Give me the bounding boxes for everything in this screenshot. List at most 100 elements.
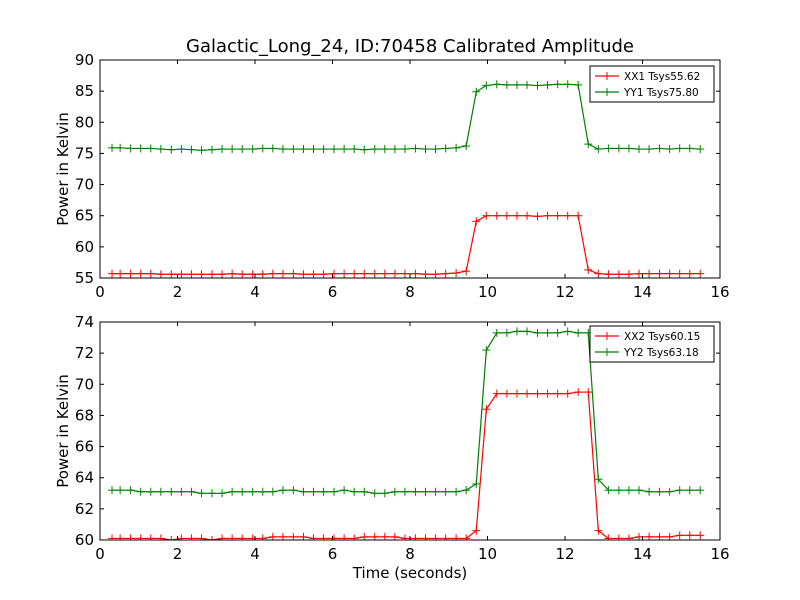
data-point bbox=[685, 269, 694, 278]
data-point bbox=[482, 346, 491, 355]
legend: XX1 Tsys55.62 YY1 Tsys75.80 bbox=[589, 65, 715, 103]
data-point bbox=[207, 489, 216, 498]
data-point bbox=[108, 486, 117, 495]
data-point bbox=[390, 487, 399, 496]
y-tick-label: 70 bbox=[75, 176, 94, 194]
data-point bbox=[126, 144, 135, 153]
data-point bbox=[167, 487, 176, 496]
data-point bbox=[502, 389, 511, 398]
data-point bbox=[156, 270, 165, 278]
data-point bbox=[238, 534, 247, 540]
data-point bbox=[523, 80, 532, 89]
y-tick-label: 75 bbox=[75, 144, 94, 162]
x-tick-label: 12 bbox=[555, 283, 574, 301]
x-tick-label: 8 bbox=[405, 545, 415, 563]
data-point bbox=[167, 536, 176, 540]
x-tick-label: 16 bbox=[710, 283, 729, 301]
series-2 bbox=[108, 327, 705, 498]
data-point bbox=[207, 145, 216, 154]
data-point bbox=[177, 145, 186, 154]
data-point bbox=[370, 145, 379, 154]
data-point bbox=[278, 269, 287, 278]
data-point bbox=[502, 211, 511, 220]
y-axis-label: Power in Kelvin bbox=[54, 112, 72, 226]
data-point bbox=[624, 486, 633, 495]
x-tick-label: 4 bbox=[250, 283, 260, 301]
data-point bbox=[360, 269, 369, 278]
data-point bbox=[665, 487, 674, 496]
data-point bbox=[502, 328, 511, 337]
data-point bbox=[655, 487, 664, 496]
data-point bbox=[452, 487, 461, 496]
data-point bbox=[452, 269, 461, 278]
data-point bbox=[197, 534, 206, 540]
data-point bbox=[543, 328, 552, 337]
legend-label: XX1 Tsys55.62 bbox=[624, 71, 700, 83]
data-point bbox=[350, 145, 359, 154]
data-point bbox=[624, 144, 633, 153]
data-point bbox=[431, 534, 440, 540]
data-point bbox=[635, 145, 644, 154]
data-point bbox=[574, 211, 583, 220]
data-point bbox=[512, 80, 521, 89]
y-tick-label: 68 bbox=[75, 406, 94, 424]
data-point bbox=[452, 534, 461, 540]
legend-entry: YY2 Tsys63.18 bbox=[595, 347, 699, 359]
data-point bbox=[108, 269, 117, 278]
data-point bbox=[187, 534, 196, 540]
y-axis-label: Power in Kelvin bbox=[54, 374, 72, 488]
data-point bbox=[421, 487, 430, 496]
y-tick-label: 65 bbox=[75, 207, 94, 225]
data-point bbox=[319, 534, 328, 540]
data-point bbox=[289, 486, 298, 495]
data-point bbox=[512, 389, 521, 398]
data-point bbox=[238, 270, 247, 278]
data-point bbox=[675, 144, 684, 153]
data-point bbox=[441, 534, 450, 540]
data-point bbox=[197, 146, 206, 155]
data-point bbox=[421, 270, 430, 278]
data-point bbox=[218, 534, 227, 540]
data-point bbox=[675, 531, 684, 540]
x-tick-label: 8 bbox=[405, 283, 415, 301]
figure-title: Galactic_Long_24, ID:70458 Calibrated Am… bbox=[186, 36, 634, 57]
data-point bbox=[309, 270, 318, 278]
data-point bbox=[472, 87, 481, 96]
data-point bbox=[380, 489, 389, 498]
legend-entry: XX1 Tsys55.62 bbox=[595, 71, 700, 83]
data-point bbox=[278, 486, 287, 495]
data-point bbox=[218, 270, 227, 278]
data-point bbox=[146, 534, 155, 540]
data-point bbox=[584, 388, 593, 397]
data-point bbox=[116, 534, 125, 540]
data-point bbox=[624, 270, 633, 278]
data-point bbox=[635, 269, 644, 278]
x-tick-label: 2 bbox=[173, 545, 183, 563]
data-point bbox=[156, 534, 165, 540]
data-point bbox=[380, 145, 389, 154]
data-point bbox=[187, 270, 196, 278]
data-point bbox=[482, 211, 491, 220]
data-point bbox=[492, 80, 501, 89]
data-point bbox=[533, 212, 542, 221]
data-point bbox=[584, 265, 593, 274]
data-point bbox=[685, 486, 694, 495]
data-point bbox=[563, 327, 572, 336]
data-point bbox=[156, 487, 165, 496]
data-point bbox=[411, 269, 420, 278]
data-point bbox=[553, 328, 562, 337]
y-tick-label: 72 bbox=[75, 344, 94, 362]
series-1 bbox=[108, 211, 705, 278]
data-point bbox=[390, 145, 399, 154]
x-tick-label: 6 bbox=[328, 283, 338, 301]
y-tick-label: 62 bbox=[75, 500, 94, 518]
data-point bbox=[289, 269, 298, 278]
legend: XX2 Tsys60.15 YY2 Tsys63.18 bbox=[589, 325, 715, 363]
data-point bbox=[319, 487, 328, 496]
data-point bbox=[350, 487, 359, 496]
data-point bbox=[441, 144, 450, 153]
y-tick-label: 90 bbox=[75, 51, 94, 69]
data-point bbox=[207, 270, 216, 278]
